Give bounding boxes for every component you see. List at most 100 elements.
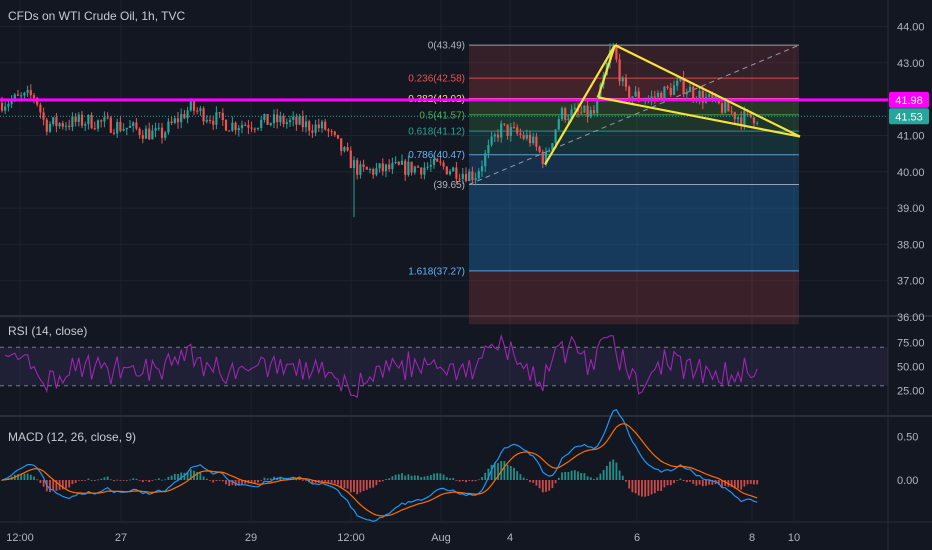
macd-histogram-bar [513,467,515,480]
time-tick-label: 8 [749,532,755,544]
macd-histogram-bar [33,476,35,480]
candle-body [484,153,487,167]
macd-histogram-bar [81,480,83,481]
price-tick-label: 40.00 [897,167,925,179]
macd-histogram-bar [497,462,499,480]
candle-body [58,123,61,127]
macd-histogram-bar [385,479,387,480]
candle-body [429,164,432,167]
candle-body [333,131,336,135]
candle-body [618,59,621,82]
macd-histogram-bar [679,478,682,480]
macd-histogram-bar [573,470,576,480]
candle-body [192,101,196,111]
macd-histogram-bar [429,475,432,480]
macd-histogram-bar [55,480,58,491]
macd-histogram-bar [535,480,538,486]
candle-body [490,136,493,145]
macd-histogram-bar [570,470,573,480]
macd-histogram-bar [84,480,87,481]
macd-histogram-bar [362,480,365,491]
candle-body [282,116,285,125]
candle-body [244,125,247,127]
chart-overlays[interactable] [0,44,888,166]
candle-body [736,117,740,120]
fib-level-label: 0.618(41.12) [408,127,465,138]
candle-body [564,108,567,120]
macd-histogram-bar [93,480,96,481]
candle-body [455,167,458,179]
candle-body [295,116,298,125]
macd-histogram-bar [506,464,509,480]
candle-body [234,122,237,131]
candle-body [528,134,532,144]
candle-body [708,94,711,97]
macd-histogram-bar [401,473,403,480]
candle-body [743,110,746,126]
macd-histogram-bar [490,464,493,480]
macd-histogram-bar [580,472,583,480]
candle-body [304,121,308,128]
macd-histogram-bar [439,473,442,480]
macd-histogram-bar [237,480,240,486]
candle-body [276,114,279,123]
macd-histogram-bar [740,480,743,490]
candle-body [676,80,679,86]
candle-body [151,130,154,140]
macd-histogram-bar [340,480,343,488]
candle-body [317,124,320,129]
macd-histogram-bar [407,474,410,480]
macd-histogram-bar [177,473,179,480]
candle-body [288,119,292,123]
time-tick-label: 4 [507,532,513,544]
macd-histogram-bar [241,480,243,485]
fib-zone [469,78,799,99]
macd-pane-title: MACD (12, 26, close, 9) [8,430,137,444]
wedge-upper-line [614,44,801,138]
price-pane-title: CFDs on WTI Crude Oil, 1h, TVC [8,9,186,23]
candle-body [349,150,352,169]
candle-body [106,117,109,119]
macd-histogram-bar [666,480,669,486]
candle-body [10,99,13,104]
macd-histogram-bar [282,478,285,480]
macd-histogram-bar [311,480,314,484]
macd-histogram-bar [356,480,359,495]
macd-histogram-bar [132,478,135,480]
macd-histogram-bar [321,480,323,482]
candle-body [356,160,359,175]
candle-body [525,134,528,139]
candle-body [436,159,439,162]
macd-histogram-bar [733,480,736,489]
price-tick-label: 37.00 [897,276,925,288]
candle-body [727,101,730,112]
price-tick-label: 38.00 [897,239,925,251]
macd-histogram-bar [295,479,298,481]
candle-body [439,161,442,163]
candle-body [548,150,551,152]
fibonacci-retracement[interactable]: 0(43.49)0.236(42.58)0.382(42.02)0.5(41.5… [408,41,800,325]
candle-body [301,116,304,128]
candle-body [84,124,87,126]
macd-histogram-bar [87,478,90,480]
candle-body [160,127,164,138]
macd-histogram-bar [509,466,512,480]
macd-histogram-bar [449,478,451,480]
candle-body [391,162,394,170]
candle-body [560,108,564,120]
macd-histogram-bar [135,478,138,480]
macd-histogram-bar [541,480,544,493]
candle-body [663,86,666,102]
candle-body [381,163,384,172]
candle-body [205,119,208,122]
candle-body [557,119,560,130]
macd-histogram-bar [157,478,160,480]
candle-body [512,127,516,129]
macd-histogram-bar [378,480,381,483]
candle-body [39,104,42,113]
candle-body [394,161,397,163]
candle-body [420,167,423,175]
candle-body [109,117,112,133]
